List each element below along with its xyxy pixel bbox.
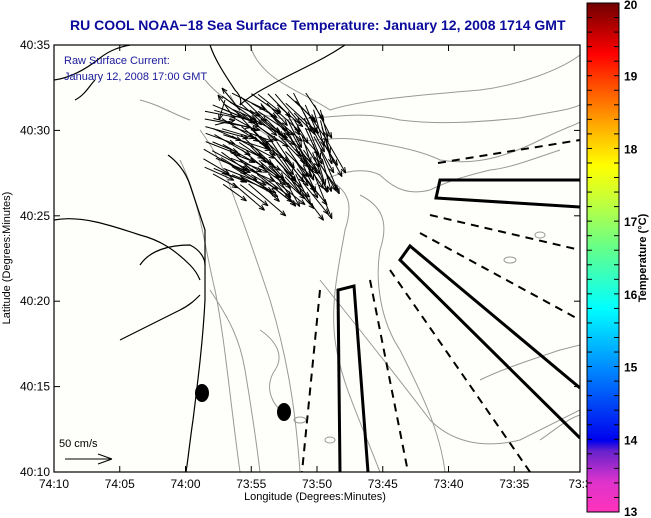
colorbar-tick-label: 16 [624,288,638,302]
current-vector [204,166,235,181]
chart-title: RU COOL NOAA−18 Sea Surface Temperature:… [70,17,566,33]
current-vector [239,158,263,173]
current-vector [294,181,325,221]
colorbar-tick-label: 18 [624,142,638,156]
x-tick-label: 74:00 [170,477,200,491]
colorbar-tick-label: 14 [624,433,638,447]
current-vector [313,136,335,174]
colorbar-tick-label: 19 [624,70,638,84]
current-vector [302,157,325,189]
current-vector [302,182,329,215]
y-axis-title: Latitude (Degrees:Minutes) [1,192,13,325]
current-vector [217,94,233,116]
current-vector [276,104,304,128]
station-marker [277,403,291,421]
x-tick-label: 73:40 [433,477,463,491]
colorbar-title: Temperature (°C) [637,213,649,302]
lane-box-south [336,284,370,472]
current-vectors [203,87,347,221]
current-vector [259,183,280,202]
current-vector [322,133,347,174]
x-tick-label: 74:10 [39,477,69,491]
current-vector [265,181,293,203]
current-vector [285,157,305,183]
current-vector [218,99,226,121]
colorbar-tick-label: 17 [624,215,638,229]
current-vector [239,184,269,207]
bathymetry-contours [139,45,580,472]
colorbar-tick-label: 20 [624,0,638,12]
scale-arrow-label: 50 cm/s [59,438,98,450]
colorbar-ticks: 20 19 18 17 16 15 14 13 [587,0,638,518]
x-tick-label: 73:50 [302,477,332,491]
colorbar-tick-label: 15 [624,361,638,375]
current-annotation-line2: January 12, 2008 17:00 GMT [64,71,207,83]
current-vector [214,118,236,126]
current-vector [322,140,343,177]
current-vector [222,183,247,202]
current-vector [221,87,241,111]
x-tick-label: 73:3 [568,477,592,491]
current-annotation-line1: Raw Surface Current: [64,55,170,67]
y-tick-label: 40:20 [20,294,50,308]
y-tick-label: 40:30 [20,123,50,137]
x-tick-label: 73:45 [368,477,398,491]
colorbar [586,2,620,513]
y-tick-label: 40:15 [20,380,50,394]
current-vector [232,182,265,211]
current-vector [276,181,306,206]
current-vector [314,168,329,193]
y-axis: 40:35 40:30 40:25 40:20 40:15 40:10 [20,38,580,479]
x-tick-label: 73:55 [236,477,266,491]
lane-box-east [434,178,580,209]
current-vector [313,173,333,220]
y-tick-label: 40:10 [20,465,50,479]
y-tick-label: 40:35 [20,38,50,52]
plot-area [54,45,580,472]
station-marker [195,384,209,402]
current-vector [248,183,287,217]
y-tick-label: 40:25 [20,209,50,223]
scale-arrow-icon [65,453,113,465]
x-axis-title: Longitude (Degrees:Minutes) [244,491,386,503]
current-vector [320,165,337,192]
x-tick-label: 73:35 [499,477,529,491]
current-vector [266,102,288,126]
colorbar-tick-label: 13 [624,505,638,518]
x-axis: 74:10 74:05 74:00 73:55 73:50 73:45 73:40 73:35… [39,45,592,491]
current-vector [319,109,329,138]
coastline [54,45,346,472]
shipping-lane-boxes [336,178,580,472]
current-vector [286,182,301,207]
dashed-boundary-lines [301,139,580,472]
lane-box-southeast [398,243,580,440]
x-tick-label: 74:05 [105,477,135,491]
